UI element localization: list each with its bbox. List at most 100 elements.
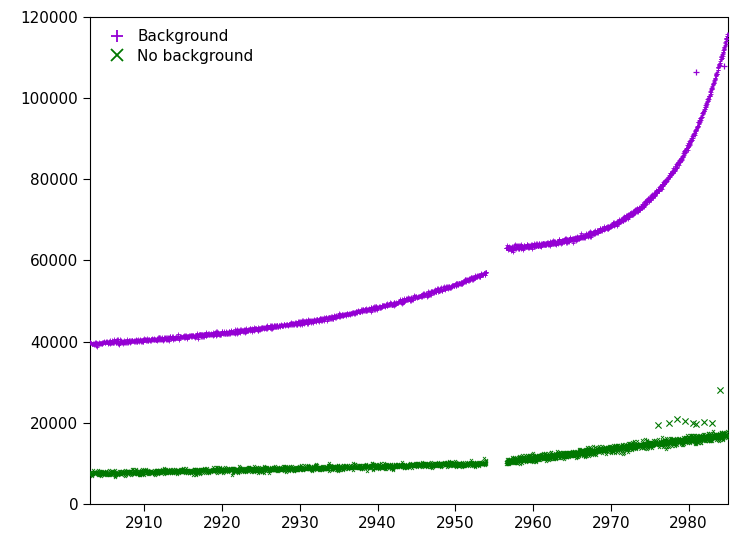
Point [654, 439, 666, 448]
Point [188, 465, 200, 474]
Point [87, 470, 99, 479]
Point [630, 204, 642, 213]
Point [172, 469, 184, 478]
Point [509, 459, 520, 468]
Point [655, 182, 667, 191]
Point [282, 464, 294, 473]
Point [689, 126, 701, 135]
Point [595, 445, 607, 454]
Point [266, 321, 278, 330]
Point [479, 268, 491, 277]
Point [246, 325, 258, 334]
Point [548, 455, 560, 464]
Point [386, 464, 398, 473]
Point [651, 440, 663, 449]
Point [457, 278, 469, 287]
Point [657, 181, 669, 190]
Point [102, 339, 114, 348]
Point [546, 453, 558, 462]
Point [260, 464, 272, 473]
Point [507, 454, 519, 463]
Point [251, 464, 262, 473]
Point [662, 174, 674, 183]
Point [259, 324, 271, 333]
Point [205, 466, 217, 475]
Point [478, 459, 490, 468]
Point [190, 468, 202, 477]
Point [556, 450, 568, 459]
Point [520, 242, 532, 251]
Point [294, 318, 306, 327]
Point [458, 276, 470, 285]
Point [606, 220, 618, 229]
Point [532, 242, 544, 251]
Point [604, 222, 616, 231]
Point [638, 200, 650, 209]
Point [130, 335, 142, 344]
Point [100, 466, 112, 475]
Point [120, 336, 132, 345]
Point [621, 443, 633, 452]
Point [259, 465, 271, 474]
Point [702, 96, 714, 105]
Point [341, 309, 353, 318]
Point [168, 468, 180, 477]
Point [560, 235, 572, 244]
Point [534, 455, 546, 464]
Point [298, 316, 310, 325]
Point [657, 180, 669, 189]
Point [444, 283, 456, 292]
Point [602, 448, 614, 457]
Point [704, 91, 716, 100]
Point [712, 66, 724, 74]
Point [713, 436, 725, 445]
Point [185, 467, 197, 476]
Point [656, 184, 668, 193]
Point [629, 440, 641, 449]
Point [578, 446, 590, 455]
Point [694, 436, 706, 445]
Point [219, 329, 231, 338]
Point [640, 197, 652, 206]
Point [147, 468, 159, 477]
Point [424, 463, 436, 472]
Point [633, 204, 645, 213]
Point [364, 305, 376, 314]
Point [130, 466, 142, 475]
Point [466, 461, 478, 470]
Point [665, 438, 677, 447]
Point [672, 437, 684, 446]
Point [702, 96, 714, 105]
Point [656, 179, 668, 188]
Point [126, 335, 138, 344]
Point [554, 240, 566, 249]
Point [612, 441, 624, 450]
Point [688, 127, 700, 136]
Point [455, 278, 467, 287]
Point [692, 122, 703, 131]
Point [555, 236, 567, 245]
Point [655, 183, 667, 192]
Point [217, 328, 229, 337]
Point [502, 244, 514, 253]
Point [616, 214, 628, 223]
Point [352, 307, 364, 316]
Point [667, 436, 679, 445]
Point [325, 461, 337, 470]
Point [146, 467, 158, 476]
Point [572, 447, 584, 456]
Point [362, 305, 374, 314]
Point [532, 453, 544, 462]
Point [85, 469, 97, 478]
Point [522, 241, 534, 250]
Point [428, 459, 440, 468]
Point [388, 298, 400, 307]
Point [521, 452, 533, 461]
Point [514, 243, 526, 252]
Point [158, 466, 170, 475]
Point [670, 164, 682, 172]
Point [690, 435, 702, 444]
Point [627, 209, 639, 218]
Point [159, 466, 171, 475]
Point [539, 240, 551, 249]
